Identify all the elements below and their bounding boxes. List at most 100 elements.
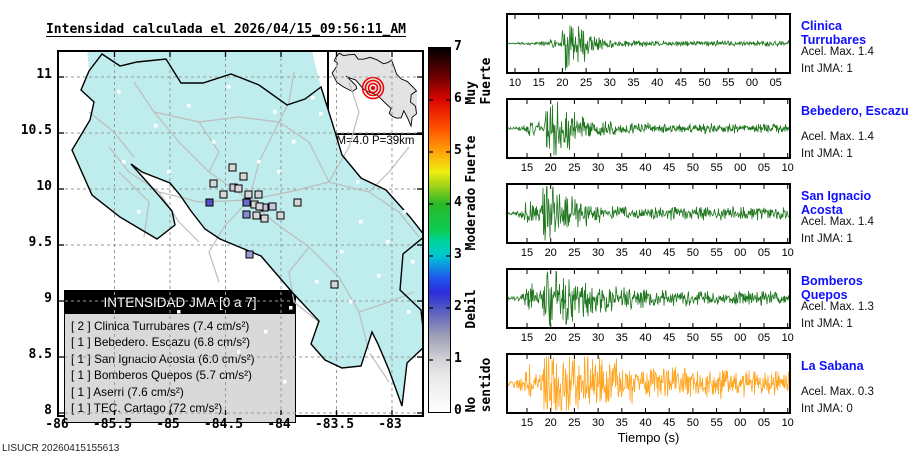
colorbar-tick-label: 5 [454, 143, 462, 158]
seismogram-panel [506, 98, 791, 159]
station-accel-max: Acel. Max. 0.3 [801, 386, 874, 398]
station-marker-plain [327, 380, 331, 384]
seismogram-x-tick-label: 00 [734, 162, 747, 174]
seismogram-x-tick-label: 40 [651, 77, 664, 89]
colorbar-category-text: Moderado [464, 187, 479, 251]
station-marker-plain [356, 180, 360, 184]
seismogram-x-tick-label: 15 [532, 77, 545, 89]
seismogram-x-tick-label: 20 [544, 162, 557, 174]
station-marker-intensity [242, 210, 251, 219]
seismogram-x-tick-label: 40 [639, 417, 652, 429]
station-marker-plain [315, 280, 319, 284]
colorbar-tick-label: 2 [454, 299, 462, 314]
seismogram-x-tick-label: 15 [520, 332, 534, 344]
legend-item: [ 1 ] TEC. Cartago (72 cm/s²) [71, 401, 223, 416]
station-marker-plain [273, 110, 277, 114]
station-marker-plain [340, 250, 344, 254]
seismogram-panel [506, 353, 791, 414]
station-marker-intensity [245, 250, 254, 259]
map-y-tick-label: 11 [36, 67, 52, 82]
station-marker-plain [359, 220, 363, 224]
seismogram-panel [506, 268, 791, 329]
seismogram-x-tick-label: 25 [579, 77, 593, 89]
station-marker-plain [187, 104, 191, 108]
seismogram-x-tick-label: 25 [568, 162, 581, 174]
seismogram-x-tick-label: 55 [710, 162, 723, 174]
seismogram-x-tick-label: 20 [544, 247, 557, 259]
station-marker-intensity [293, 198, 302, 207]
seismogram-x-tick-label: 15 [520, 162, 534, 174]
station-marker-plain [257, 160, 261, 164]
station-int-jma: Int JMA: 1 [801, 63, 853, 75]
station-marker-plain [137, 210, 141, 214]
station-marker-intensity [255, 202, 264, 211]
seismogram-x-tick-label: 50 [686, 247, 700, 259]
colorbar-category-text: No sentido [464, 357, 494, 413]
map-y-tick-label: 8.5 [28, 347, 52, 362]
seismogram-x-tick-label: 25 [568, 332, 581, 344]
station-marker-plain [289, 306, 293, 310]
station-marker-plain [154, 124, 158, 128]
station-marker-plain [389, 180, 393, 184]
colorbar-ticks [429, 99, 450, 361]
legend-item: [ 2 ] Clinica Turrubares (7.4 cm/s²) [71, 319, 250, 333]
station-marker-intensity [276, 211, 285, 220]
seismogram-x-tick-label: 05 [757, 162, 771, 174]
seismogram-trace [507, 355, 790, 412]
seismogram-x-tick-label: 35 [615, 247, 628, 259]
colorbar-category-text: Muy Fuerte [464, 57, 494, 105]
seismogram-panel [506, 13, 791, 74]
seismogram-x-tick-label: 35 [615, 417, 628, 429]
colorbar-category-text: Debil [464, 289, 479, 329]
station-name: Clinica Turrubares [801, 19, 867, 47]
seismogram-x-tick-label: 50 [686, 332, 700, 344]
station-marker-plain [403, 210, 407, 214]
colorbar-category-text: Fuerte [464, 135, 479, 183]
intensity-colorbar [428, 47, 451, 413]
station-marker-intensity [205, 198, 214, 207]
map-y-tick-label: 8 [44, 403, 52, 418]
station-name: San Ignacio Acosta [801, 189, 872, 217]
seismogram-x-tick-label: 25 [568, 417, 581, 429]
seismogram-trace [507, 100, 790, 157]
seismogram-x-tick-label: 00 [734, 332, 747, 344]
station-marker-plain [167, 170, 171, 174]
seismogram-x-tick-label: 15 [520, 417, 534, 429]
colorbar-tick-label: 0 [454, 403, 462, 418]
seismogram-x-tick-label: 20 [556, 77, 569, 89]
epicenter-icon [371, 86, 375, 90]
seismogram-x-tick-label: 05 [757, 332, 771, 344]
station-marker-intensity [244, 190, 253, 199]
seismogram-x-tick-label: 45 [663, 332, 676, 344]
station-marker-plain [277, 170, 281, 174]
map-x-tick-label: -85 [156, 417, 180, 432]
seismogram-x-tick-label: 45 [674, 77, 688, 89]
station-marker-intensity [234, 184, 243, 193]
station-accel-max: Acel. Max. 1.4 [801, 46, 874, 58]
inset-canvas [331, 52, 418, 128]
colorbar-tick-label: 7 [454, 39, 462, 54]
map-x-tick-label: -84 [267, 417, 291, 432]
seismogram-x-tick-label: 10 [781, 417, 794, 429]
seismogram-x-tick-label: 35 [615, 332, 628, 344]
seismogram-x-tick-label: 20 [544, 332, 557, 344]
colorbar-tick-label: 4 [454, 195, 462, 210]
seismogram-x-tick-label: 45 [663, 417, 676, 429]
station-marker-plain [117, 90, 121, 94]
station-marker-plain [367, 150, 371, 154]
map-title: Intensidad calculada el 2026/04/15_09:56… [45, 22, 407, 37]
seismogram-x-tick-label: 55 [710, 332, 723, 344]
station-marker-plain [367, 350, 371, 354]
legend-items: [ 2 ] Clinica Turrubares (7.4 cm/s²) [ 1 … [65, 314, 295, 422]
legend-item: [ 1 ] Bebedero. Escazu (6.8 cm/s²) [71, 335, 250, 350]
station-accel-max: Acel. Max. 1.4 [801, 216, 874, 228]
station-marker-plain [407, 310, 411, 314]
station-marker-plain [227, 85, 231, 89]
station-marker-plain [311, 96, 315, 100]
map-y-tick-label: 9 [44, 291, 52, 306]
colorbar-tick-label: 6 [454, 91, 462, 106]
seismogram-x-tick-label: 10 [508, 77, 522, 89]
legend-item: [ 1 ] San Ignacio Acosta (6.0 cm/s²) [71, 351, 255, 366]
seismogram-x-tick-label: 05 [769, 77, 782, 89]
station-marker-plain [342, 124, 346, 128]
